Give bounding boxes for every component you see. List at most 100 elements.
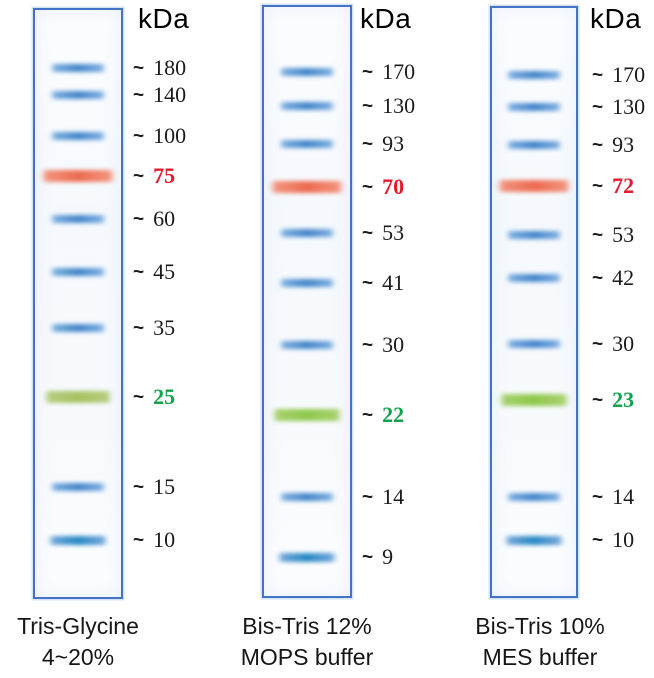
kda-value: 75 — [153, 163, 176, 188]
gel-band-10kda — [47, 535, 109, 545]
caption-line: MES buffer — [482, 644, 598, 670]
mw-label-100kda: ~100 — [133, 122, 186, 151]
gel-band-14kda — [505, 493, 563, 501]
mw-label-45kda: ~45 — [133, 258, 175, 287]
mw-label-22kda: ~22 — [362, 401, 404, 430]
kda-value: 35 — [153, 315, 176, 340]
gel-band-72kda — [496, 180, 572, 192]
kda-value: 9 — [382, 544, 394, 569]
kda-value: 30 — [612, 331, 635, 356]
tilde-icon: ~ — [133, 209, 145, 230]
kda-header: kDa — [590, 3, 642, 34]
tilde-icon: ~ — [133, 262, 145, 283]
kda-value: 53 — [612, 222, 635, 247]
mw-label-70kda: ~70 — [362, 173, 404, 202]
kda-header: kDa — [138, 3, 190, 34]
tilde-icon: ~ — [133, 318, 145, 339]
kda-value: 10 — [612, 527, 635, 552]
gel-band-140kda — [49, 91, 107, 99]
mw-label-60kda: ~60 — [133, 205, 175, 234]
caption-line: Bis-Tris 10% — [475, 613, 605, 639]
tilde-icon: ~ — [362, 62, 374, 83]
gel-lane-tris-glycine — [33, 8, 123, 599]
lane-caption-bis-tris-mes: Bis-Tris 10% MES buffer — [420, 611, 654, 673]
tilde-icon: ~ — [592, 334, 604, 355]
gel-band-14kda — [278, 493, 336, 501]
mw-label-10kda: ~10 — [592, 526, 634, 555]
mw-label-42kda: ~42 — [592, 264, 634, 293]
gel-band-93kda — [278, 140, 336, 148]
mw-label-23kda: ~23 — [592, 386, 634, 415]
kda-value: 180 — [153, 55, 187, 80]
gel-band-30kda — [505, 340, 563, 348]
kda-value: 170 — [612, 62, 646, 87]
caption-line: Bis-Tris 12% — [242, 613, 372, 639]
gel-band-53kda — [278, 229, 336, 237]
tilde-icon: ~ — [133, 126, 145, 147]
mw-label-170kda: ~170 — [362, 58, 415, 87]
tilde-icon: ~ — [362, 273, 374, 294]
mw-label-30kda: ~30 — [592, 330, 634, 359]
kda-value: 15 — [153, 474, 176, 499]
tilde-icon: ~ — [362, 487, 374, 508]
kda-header: kDa — [360, 3, 412, 34]
mw-label-35kda: ~35 — [133, 314, 175, 343]
gel-band-23kda — [498, 394, 570, 406]
tilde-icon: ~ — [592, 65, 604, 86]
kda-value: 14 — [382, 484, 405, 509]
gel-band-130kda — [505, 103, 563, 111]
gel-lane-bis-tris-10-mes — [490, 6, 578, 598]
caption-line: Tris-Glycine — [17, 613, 139, 639]
tilde-icon: ~ — [362, 223, 374, 244]
mw-label-130kda: ~130 — [592, 93, 645, 122]
gel-band-170kda — [278, 68, 336, 76]
tilde-icon: ~ — [362, 405, 374, 426]
gel-band-25kda — [43, 391, 113, 403]
kda-value: 170 — [382, 59, 416, 84]
kda-value: 45 — [153, 259, 176, 284]
kda-value: 60 — [153, 206, 176, 231]
kda-value: 42 — [612, 265, 635, 290]
kda-value: 93 — [382, 131, 405, 156]
kda-value: 130 — [612, 94, 646, 119]
kda-value: 93 — [612, 132, 635, 157]
gel-band-93kda — [505, 141, 563, 149]
kda-value: 41 — [382, 270, 405, 295]
kda-value: 140 — [153, 82, 187, 107]
tilde-icon: ~ — [362, 134, 374, 155]
mw-label-170kda: ~170 — [592, 61, 645, 90]
kda-value: 72 — [612, 173, 635, 198]
gel-band-53kda — [505, 231, 563, 239]
gel-lane-bis-tris-12-mops — [262, 5, 352, 598]
gel-band-100kda — [49, 132, 107, 140]
tilde-icon: ~ — [133, 166, 145, 187]
gel-band-15kda — [49, 483, 107, 491]
mw-label-10kda: ~10 — [133, 526, 175, 555]
kda-value: 14 — [612, 484, 635, 509]
gel-band-45kda — [49, 268, 107, 276]
kda-value: 23 — [612, 387, 635, 412]
mw-label-25kda: ~25 — [133, 383, 175, 412]
kda-value: 25 — [153, 384, 176, 409]
tilde-icon: ~ — [592, 135, 604, 156]
tilde-icon: ~ — [133, 530, 145, 551]
mw-label-41kda: ~41 — [362, 269, 404, 298]
mw-label-72kda: ~72 — [592, 172, 634, 201]
gel-band-35kda — [49, 324, 107, 332]
gel-band-180kda — [49, 64, 107, 72]
mw-label-93kda: ~93 — [362, 130, 404, 159]
tilde-icon: ~ — [133, 387, 145, 408]
mw-label-75kda: ~75 — [133, 162, 175, 191]
kda-value: 53 — [382, 220, 405, 245]
kda-value: 10 — [153, 527, 176, 552]
tilde-icon: ~ — [592, 487, 604, 508]
mw-label-140kda: ~140 — [133, 81, 186, 110]
tilde-icon: ~ — [592, 97, 604, 118]
mw-label-53kda: ~53 — [362, 219, 404, 248]
tilde-icon: ~ — [592, 176, 604, 197]
mw-label-53kda: ~53 — [592, 221, 634, 250]
tilde-icon: ~ — [362, 335, 374, 356]
kda-value: 70 — [382, 174, 405, 199]
mw-label-180kda: ~180 — [133, 54, 186, 83]
mw-label-14kda: ~14 — [592, 483, 634, 512]
